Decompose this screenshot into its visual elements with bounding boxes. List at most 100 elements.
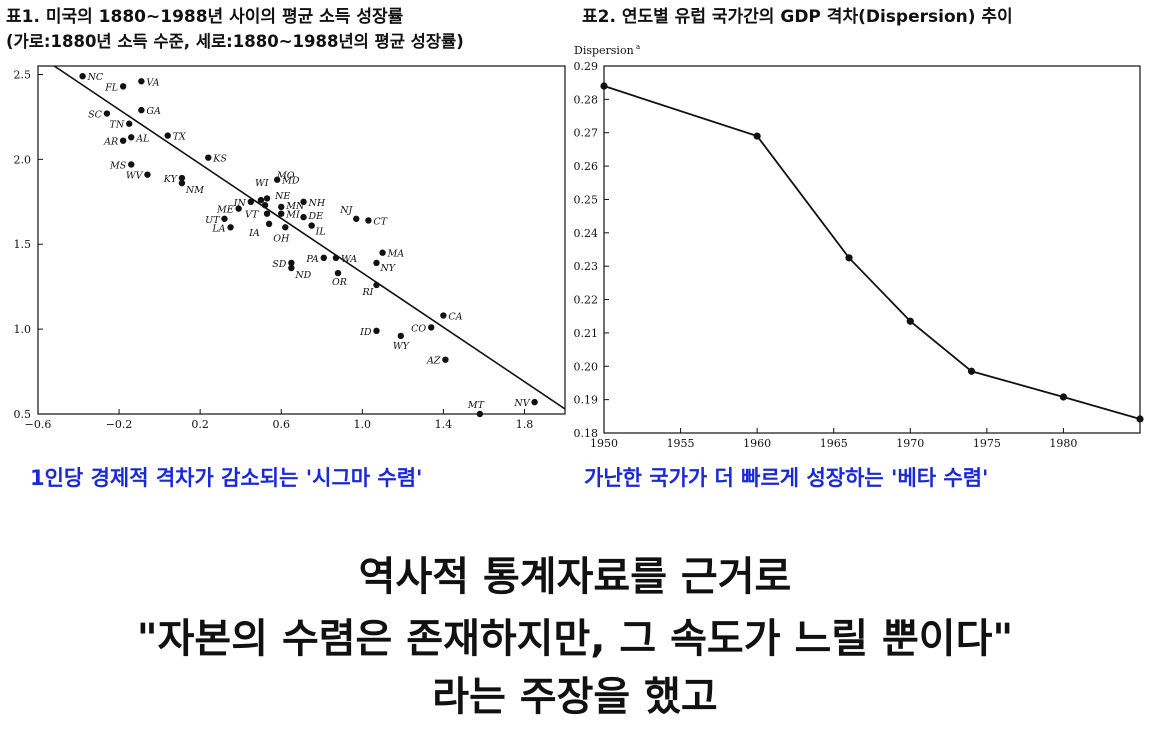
chart2-ytick-label: 0.26 bbox=[574, 160, 599, 173]
chart2-point-1980 bbox=[1059, 393, 1068, 401]
chart1-point-label: RI bbox=[361, 287, 373, 298]
chart2-title: 표2. 연도별 유럽 국가간의 GDP 격차(Dispersion) 추이 bbox=[582, 7, 1013, 27]
headline-line-2: "자본의 수렴은 존재하지만, 그 속도가 느릴 뿐이다" bbox=[136, 616, 1014, 662]
chart2-point-1950 bbox=[600, 82, 608, 90]
chart1-point-mt bbox=[476, 410, 484, 418]
chart2-xtick-label: 1970 bbox=[896, 437, 924, 450]
chart1-point-de bbox=[300, 213, 307, 221]
chart1-point-ia bbox=[265, 220, 273, 228]
chart1-point-label: LA bbox=[211, 223, 225, 234]
chart2-xtick-label: 1980 bbox=[1049, 437, 1077, 450]
chart1-point-nm bbox=[178, 179, 186, 187]
chart1-point-wv bbox=[144, 171, 151, 178]
chart1-point-tn bbox=[126, 120, 133, 127]
chart1-point-ut bbox=[221, 215, 228, 222]
chart1-xtick-label: −0.2 bbox=[106, 418, 133, 431]
chart1-point-label: MD bbox=[281, 176, 300, 187]
chart1-point-sc bbox=[103, 110, 111, 117]
chart1-point-label: NV bbox=[513, 398, 530, 409]
chart2-point-1960 bbox=[753, 132, 761, 140]
chart1-point-al bbox=[128, 134, 135, 141]
chart1-title: 표1. 미국의 1880~1988년 사이의 평균 소득 성장률 bbox=[6, 7, 404, 27]
chart1-xtick-label: −0.6 bbox=[25, 418, 52, 431]
chart1-point-label: IN bbox=[233, 198, 247, 209]
chart1-point-label: UT bbox=[205, 215, 220, 226]
sigma-caption: 1인당 경제적 격차가 감소되는 '시그마 수렴' bbox=[30, 466, 423, 490]
chart2-ytick-label: 0.22 bbox=[574, 294, 599, 307]
chart2-point-1966 bbox=[845, 254, 853, 262]
chart1-point-wi bbox=[257, 196, 265, 204]
chart1-point-me bbox=[235, 205, 242, 212]
chart1-fit-line bbox=[53, 66, 565, 410]
chart2-ytick-label: 0.28 bbox=[574, 93, 599, 106]
chart1-point-label: NJ bbox=[339, 205, 353, 216]
chart2-point-1974 bbox=[967, 367, 976, 375]
chart1-point-id bbox=[373, 327, 380, 335]
chart1-point-label: IA bbox=[248, 228, 260, 239]
chart1-point-ri bbox=[373, 281, 380, 289]
chart1-point-vt bbox=[263, 210, 271, 217]
chart1-point-in bbox=[247, 198, 255, 206]
chart1-point-label: ID bbox=[359, 327, 372, 338]
chart1-point-ct bbox=[365, 217, 372, 224]
chart2-ytick-label: 0.18 bbox=[574, 427, 599, 440]
chart2-point-1985 bbox=[1136, 415, 1144, 423]
chart1-point-label: AZ bbox=[426, 356, 441, 367]
chart1-point-label: NY bbox=[379, 263, 396, 274]
chart1-ytick-label: 2.5 bbox=[14, 68, 32, 81]
chart1-point-label: MA bbox=[387, 249, 405, 260]
chart1-point-label: WA bbox=[341, 254, 357, 265]
chart1-point-nv bbox=[531, 398, 538, 406]
chart2-point-1970 bbox=[906, 317, 914, 325]
chart1-point-ar bbox=[119, 137, 127, 144]
chart1-point-mn bbox=[278, 203, 285, 211]
chart1-point-pa bbox=[320, 254, 327, 262]
chart1-point-label: CO bbox=[411, 323, 426, 334]
chart1-point-label: CT bbox=[373, 216, 387, 227]
chart1-frame bbox=[37, 65, 566, 415]
chart1-point-label: WV bbox=[126, 171, 144, 182]
chart1-point-label: TN bbox=[110, 120, 125, 131]
chart1-subtitle: (가로:1880년 소득 수준, 세로:1880~1988년의 평균 성장률) bbox=[6, 32, 464, 51]
chart1-point-label: GA bbox=[146, 106, 161, 117]
headline-line-3: 라는 주장을 했고 bbox=[432, 674, 718, 720]
chart1-point-label: ME bbox=[216, 205, 234, 216]
headline-line-1: 역사적 통계자료를 근거로 bbox=[358, 554, 792, 600]
beta-caption: 가난한 국가가 더 빠르게 성장하는 '베타 수렴' bbox=[584, 466, 989, 490]
chart1-point-label: IL bbox=[315, 227, 326, 238]
chart1-point-ms bbox=[128, 161, 135, 168]
chart1-point-label: ND bbox=[294, 270, 311, 281]
chart1-point-label: SD bbox=[272, 259, 287, 270]
chart2-ytick-label: 0.29 bbox=[574, 60, 599, 73]
chart1-point-label: AL bbox=[135, 133, 149, 144]
chart1-ytick-label: 1.0 bbox=[14, 323, 32, 336]
chart2-ytick-label: 0.20 bbox=[574, 360, 599, 373]
chart1-point-label: NH bbox=[308, 198, 326, 209]
chart2-ytick-label: 0.24 bbox=[574, 227, 599, 240]
chart1-point-label: MT bbox=[467, 400, 485, 411]
chart1-point-nj bbox=[353, 215, 360, 222]
chart1-ytick-label: 1.5 bbox=[14, 238, 32, 251]
chart1-ytick-label: 2.0 bbox=[14, 153, 32, 166]
chart1-point-tx bbox=[164, 132, 171, 139]
chart1-point-va bbox=[138, 78, 145, 85]
chart1-point-wy bbox=[397, 332, 405, 340]
chart2-ytick-label: 0.27 bbox=[574, 127, 599, 140]
chart2-xtick-label: 1960 bbox=[743, 437, 771, 450]
chart1-point-label: KY bbox=[163, 174, 179, 185]
chart1-point-label: NM bbox=[185, 185, 204, 196]
chart1-xtick-label: 0.6 bbox=[272, 418, 290, 431]
chart1-point-label: VT bbox=[245, 210, 259, 221]
chart2-xtick-label: 1975 bbox=[973, 437, 1001, 450]
chart1-point-label: MI bbox=[285, 210, 300, 221]
chart2-ytick-label: 0.23 bbox=[574, 260, 599, 273]
chart1-point-label: VA bbox=[146, 77, 159, 88]
chart1-point-label: NC bbox=[87, 72, 104, 83]
chart1-point-ca bbox=[440, 312, 447, 319]
chart2-series-line bbox=[603, 85, 1141, 420]
chart1-point-label: TX bbox=[173, 132, 187, 143]
chart1-point-label: MN bbox=[285, 201, 305, 212]
chart1-point-wa bbox=[332, 254, 340, 262]
chart1-point-label: AR bbox=[103, 137, 118, 148]
chart2-xtick-label: 1965 bbox=[820, 437, 848, 450]
